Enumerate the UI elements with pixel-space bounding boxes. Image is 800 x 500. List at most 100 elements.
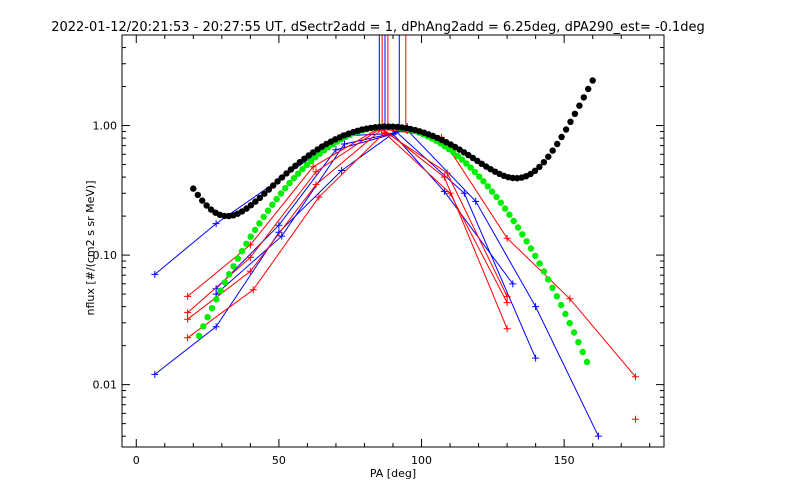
fit-curve-point [213,296,220,303]
y-tick-label: 0.01 [93,379,118,392]
fit-curve-point [256,220,263,227]
fit-curve-point [536,260,543,267]
x-axis-label: PA [deg] [370,467,416,480]
data-point-marker [184,315,192,323]
fit-curve-point [243,205,250,212]
fit-curve-point [278,174,286,181]
data-point-marker [184,334,192,342]
fit-curve-point [270,182,277,189]
fit-curve-point [557,301,565,309]
fit-curve-point [562,126,570,133]
fit-curve-point [545,153,552,160]
fit-curve-point [450,149,457,156]
fit-curve-point [299,165,306,173]
fit-curve-point [203,202,210,209]
data-point-marker [532,354,540,362]
fit-curve-point [221,279,229,286]
fit-curve-point [471,168,479,176]
fit-curve-point [570,329,578,336]
fit-curve-point [532,252,539,260]
fit-curve-point [467,164,474,171]
fit-curve-point [307,157,315,165]
series-line [154,126,408,275]
data-point-marker [275,228,283,236]
chart-title: 2022-01-12/20:21:53 - 20:27:55 UT, dSect… [51,20,705,35]
fit-curve-point [575,339,582,346]
fit-curve-point [247,233,254,240]
fit-curve-point [480,178,487,185]
data-point-marker [503,325,511,333]
data-point-marker [440,173,448,181]
fit-curve-point [286,179,293,187]
fit-curve-point [501,205,509,212]
fit-curve-point [194,191,201,199]
fit-curve-point [531,167,539,174]
fit-curve-point [562,310,569,318]
data-point-marker [509,280,517,288]
data-point-marker [380,129,388,137]
fit-curve-point [264,207,272,214]
data-point-marker [460,189,468,197]
fit-curve-point [243,240,250,247]
fit-curve-point [545,276,552,283]
data-point-marker [246,253,254,261]
fit-curve-point [527,245,535,252]
data-point-marker [275,221,283,229]
fit-curve-point [571,110,579,118]
fit-curve-point [190,185,197,192]
fit-curve-point [549,147,556,154]
fit-curve-point [269,201,276,208]
fit-curve-point [566,319,573,327]
fit-curve-point [540,159,548,166]
fit-curve-point [589,77,596,84]
fit-curve-point [523,238,530,245]
fit-curve-point [540,268,548,275]
fit-curve-point [303,161,310,169]
y-tick-label: 0.10 [93,249,118,262]
data-point-marker [631,373,639,381]
series-line [154,130,537,375]
fit-curve-point [287,166,295,173]
fit-curve-point [579,348,586,356]
fit-curve-point [510,217,517,225]
fit-curve-point [301,155,308,162]
fit-curve-point [217,287,224,294]
data-point-marker [212,220,220,228]
data-point-marker [184,292,192,300]
series-line [187,128,508,320]
data-point-marker [332,146,340,154]
data-point-marker [312,168,320,176]
fit-curve-point [296,159,303,166]
fit-curve-point [576,102,583,109]
fit-curve-point [226,271,233,278]
fit-curve-point [309,149,317,156]
fit-curve-point [488,188,496,195]
y-tick-label: 1.00 [93,120,118,133]
fit-curve-point [252,198,259,205]
fit-curve-point [463,160,470,167]
fit-curve-point [454,152,461,160]
data-point-marker [532,303,540,311]
series-line [187,127,636,378]
data-point-marker [503,234,511,242]
fit-curve-point [265,186,272,193]
data-point-marker [338,166,346,174]
data-point-marker [309,163,317,171]
x-tick-label: 50 [272,454,286,467]
x-tick-label: 150 [554,454,575,467]
data-point-marker [503,292,511,300]
data-point-marker [312,181,320,189]
fit-curve-point [247,202,255,209]
fit-curve-point [256,194,264,201]
fit-curve-point [567,118,574,126]
fit-curve-point [290,175,298,182]
fit-curve-point [260,213,267,221]
fit-curve-point [583,358,591,366]
data-point-marker [472,197,480,205]
fit-curve-point [230,263,237,270]
fit-curve-point [251,226,259,234]
data-point-marker [151,370,159,378]
fit-curves [190,77,596,366]
fit-curve-point [274,178,281,185]
